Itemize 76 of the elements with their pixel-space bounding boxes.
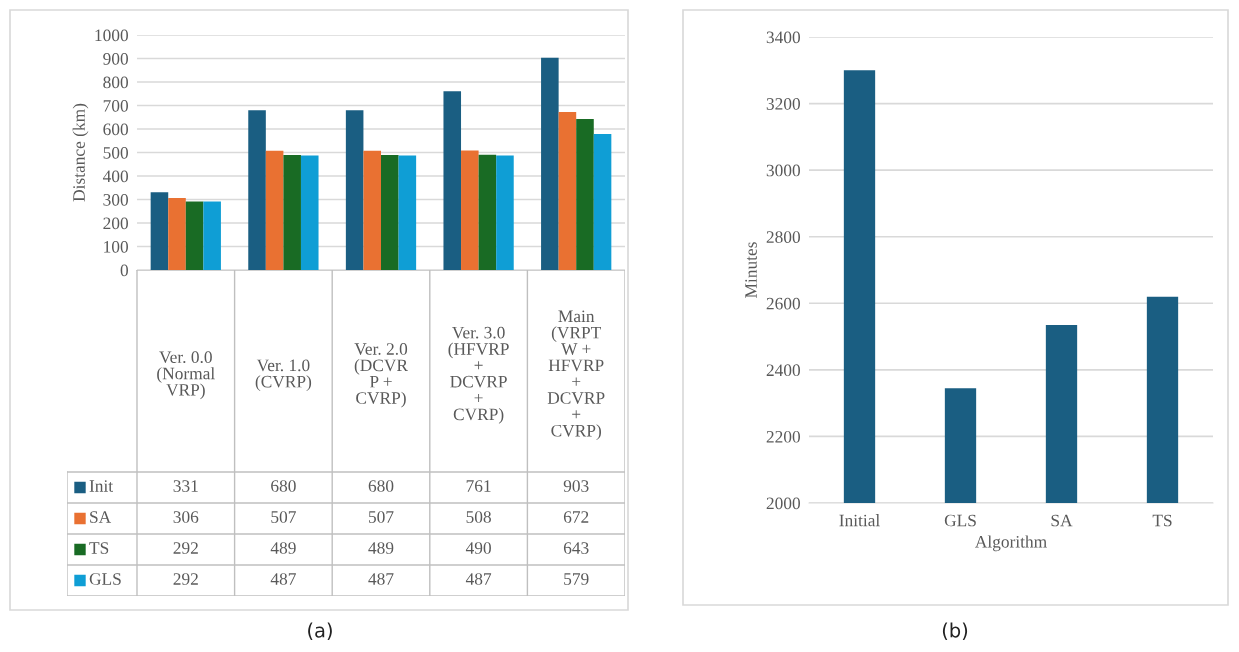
bar [265,150,284,270]
bar [541,57,559,270]
x-tick-label: SA [1051,514,1073,527]
bar [345,110,364,270]
bar [300,155,319,270]
bar [593,133,612,270]
legend-label: TS [89,542,109,554]
y-tick-label: 2000 [766,497,800,510]
y-tick-label: 0 [120,264,128,277]
data-label: 643 [563,542,589,554]
bar [203,201,221,270]
x-axis-title: Algorithm [975,535,1047,552]
y-tick-label: 3200 [766,98,800,110]
data-label: 292 [173,573,198,585]
legend-label: GLS [89,573,121,585]
data-label: 672 [563,511,589,523]
y-tick-label: 1000 [95,29,128,42]
bar [558,112,577,270]
data-label: 507 [271,511,296,523]
data-label: 306 [173,511,199,523]
y-tick-label: 600 [103,123,128,136]
bar [381,155,399,270]
y-tick-label: 2400 [766,364,800,377]
data-label: 680 [368,480,394,492]
bar [496,155,514,270]
data-label: 903 [563,480,589,492]
y-axis-title: Minutes [745,242,757,298]
bar [363,150,381,270]
bar [185,201,204,270]
y-tick-label: 800 [103,76,128,89]
y-tick-label: 3000 [766,164,800,177]
y-tick-label: 100 [104,240,128,253]
bar [150,192,169,270]
data-label: 331 [173,480,198,492]
x-tick-label: Ver. 0.0 (Normal VRP) [157,351,215,400]
bar [443,91,462,270]
data-label: 292 [173,542,198,554]
data-label: 508 [466,511,491,523]
bar [168,198,186,270]
x-tick-label: TS [1152,514,1172,527]
y-tick-label: 2600 [766,297,800,310]
y-tick-label: 700 [103,99,128,112]
text: (a) [308,622,332,640]
x-tick-label: GLS [944,514,976,527]
data-label: 489 [270,542,296,554]
x-tick-label: Ver. 1.0 (CVRP) [255,359,312,392]
data-label: 487 [368,573,394,585]
bar [461,150,479,270]
x-tick-label: Ver. 2.0 (DCVR P + CVRP) [354,343,408,408]
bar [398,155,417,270]
x-tick-label: Ver. 3.0 (HFVRP + DCVRP + CVRP) [448,326,509,424]
y-tick-label: 500 [103,146,128,159]
legend-label: Init [89,480,114,492]
data-label: 490 [465,542,491,554]
bar [576,118,594,270]
data-label: 487 [465,573,492,585]
x-tick-label: Main (VRPT W + HFVRP + DCVRP + CVRP) [547,310,605,441]
bar [248,110,266,270]
data-label: 489 [368,542,394,554]
bar [478,154,497,270]
y-axis-title: Distance (km) [72,103,89,202]
y-tick-label: 400 [102,170,128,183]
text: (b) [942,622,968,640]
bar [283,155,301,270]
data-label: 680 [271,480,296,492]
data-label: 579 [564,573,589,585]
data-label: 507 [368,511,394,523]
x-tick-label: Initial [839,514,880,527]
y-tick-label: 200 [103,217,128,230]
data-label: 487 [270,573,296,585]
y-tick-label: 300 [103,193,128,206]
y-tick-label: 2200 [766,430,800,443]
data-label: 761 [466,480,491,492]
y-tick-label: 2800 [766,231,800,243]
y-tick-label: 900 [103,52,128,65]
y-tick-label: 3400 [766,31,800,44]
